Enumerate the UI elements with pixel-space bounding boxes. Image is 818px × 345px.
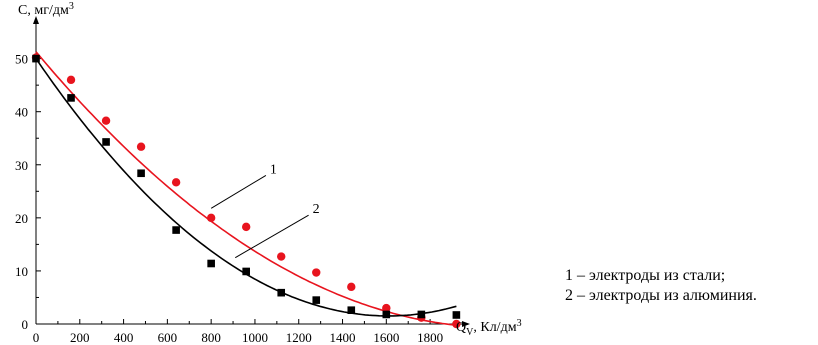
point-series-1 bbox=[347, 282, 356, 292]
callout-line-1 bbox=[210, 174, 267, 209]
point-series-2 bbox=[207, 259, 215, 268]
point-series-1 bbox=[136, 142, 146, 151]
point-series-1 bbox=[66, 75, 76, 85]
y-axis-arrow bbox=[33, 16, 39, 24]
legend: 1 – электроды из стали; 2 – электроды из… bbox=[565, 266, 757, 306]
fit-curves bbox=[35, 51, 457, 326]
point-series-1 bbox=[382, 303, 391, 313]
x-tick-label: 400 bbox=[114, 330, 134, 345]
x-tick-label: 1400 bbox=[330, 330, 356, 345]
legend-item-2: 2 – электроды из алюминия. bbox=[565, 287, 757, 304]
x-tick-label: 1600 bbox=[373, 330, 399, 345]
x-tick-label: 200 bbox=[70, 330, 90, 345]
point-series-1 bbox=[206, 213, 216, 223]
point-series-2 bbox=[137, 169, 145, 178]
axes: 0 200 400 600 800 1000 1200 1400 1600 1800 0 10 20 30… bbox=[15, 16, 470, 345]
point-series-2 bbox=[347, 306, 356, 314]
callouts: 12 bbox=[210, 162, 320, 259]
y-tick-label: 40 bbox=[15, 105, 28, 120]
callout-line-2 bbox=[234, 214, 309, 259]
x-tick-label: 1000 bbox=[242, 330, 268, 345]
point-series-1 bbox=[312, 268, 321, 277]
point-series-1 bbox=[171, 178, 181, 187]
point-series-2 bbox=[102, 138, 110, 146]
point-series-1 bbox=[452, 319, 461, 329]
y-tick-label: 20 bbox=[15, 211, 28, 226]
data-markers bbox=[31, 53, 461, 329]
y-tick-label: 30 bbox=[15, 158, 28, 173]
x-axis-arrow bbox=[462, 321, 470, 327]
point-series-2 bbox=[277, 288, 286, 297]
y-tick-label: 50 bbox=[15, 52, 28, 67]
point-series-2 bbox=[67, 94, 75, 102]
point-series-2 bbox=[242, 267, 250, 276]
callout-label-1: 1 bbox=[270, 162, 277, 177]
x-tick-label: 800 bbox=[201, 330, 221, 345]
point-series-1 bbox=[277, 252, 286, 261]
fit-curve-1 bbox=[35, 51, 457, 326]
point-series-2 bbox=[312, 296, 321, 304]
x-tick-label: 1200 bbox=[286, 330, 312, 345]
callout-label-2: 2 bbox=[313, 202, 320, 217]
point-series-1 bbox=[101, 116, 111, 125]
point-series-1 bbox=[241, 222, 251, 232]
point-series-2 bbox=[452, 311, 461, 319]
x-tick-label: 600 bbox=[158, 330, 178, 345]
x-tick-label: 0 bbox=[33, 330, 40, 345]
point-series-2 bbox=[32, 54, 40, 63]
point-series-2 bbox=[382, 310, 391, 319]
x-axis-title: QV, Кл/дм3 bbox=[456, 318, 522, 338]
y-tick-label: 0 bbox=[22, 317, 29, 332]
legend-item-1: 1 – электроды из стали; bbox=[565, 267, 726, 284]
point-series-2 bbox=[172, 226, 180, 234]
x-tick-label: 1800 bbox=[417, 330, 443, 345]
y-axis-title: C, мг/дм3 bbox=[18, 1, 74, 18]
point-series-2 bbox=[417, 310, 426, 319]
axis-titles: C, мг/дм3 QV, Кл/дм3 bbox=[18, 1, 522, 338]
y-tick-label: 10 bbox=[15, 264, 28, 279]
